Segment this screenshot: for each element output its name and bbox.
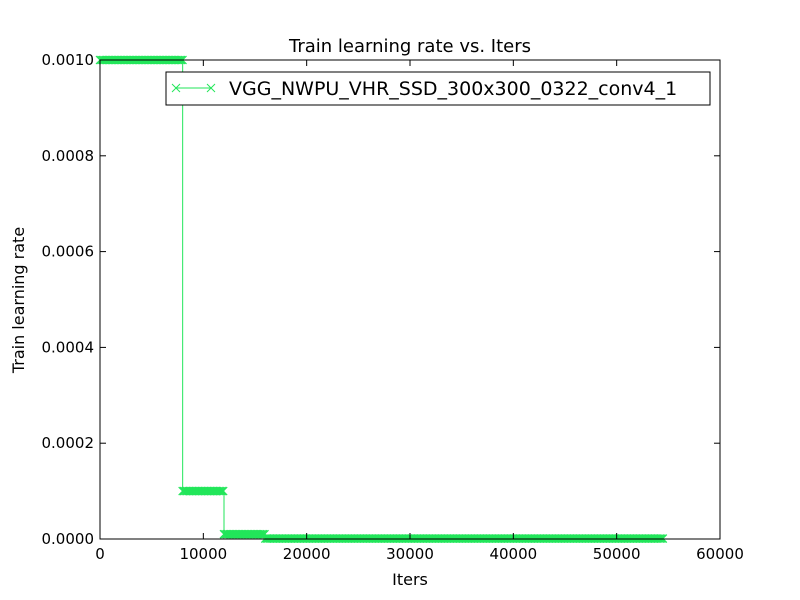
legend-box [165,71,711,106]
y-tick-label: 0.0002 [42,434,95,452]
x-tick-label: 50000 [593,545,641,563]
chart-title: Train learning rate vs. Iters [288,36,531,57]
y-axis-label: Train learning rate [9,227,28,374]
series-marker-band [260,534,668,543]
legend-entry-label: VGG_NWPU_VHR_SSD_300x300_0322_conv4_1 [229,78,677,100]
legend: VGG_NWPU_VHR_SSD_300x300_0322_conv4_1 [165,71,711,106]
y-tick-label: 0.0008 [42,147,95,165]
y-tick-label: 0.0010 [42,51,95,69]
series-marker-band [178,486,228,496]
x-tick-label: 40000 [489,545,537,563]
x-tick-label: 0 [95,545,105,563]
x-axis-label: Iters [392,570,428,589]
plot-area [95,55,668,543]
x-tick-label: 20000 [283,545,331,563]
y-tick-label: 0.0000 [42,530,95,548]
x-tick-label: 30000 [386,545,434,563]
y-axis: 0.0000 0.0002 0.0004 0.0006 0.0008 0.0010 [42,51,720,548]
y-tick-label: 0.0006 [42,243,95,261]
series-marker-band [219,529,269,539]
legend-marker-icon [171,83,216,93]
x-axis: 0 10000 20000 30000 40000 50000 60000 [95,60,744,563]
x-tick-label: 10000 [179,545,227,563]
x-tick-label: 60000 [696,545,744,563]
y-tick-label: 0.0004 [42,338,95,356]
